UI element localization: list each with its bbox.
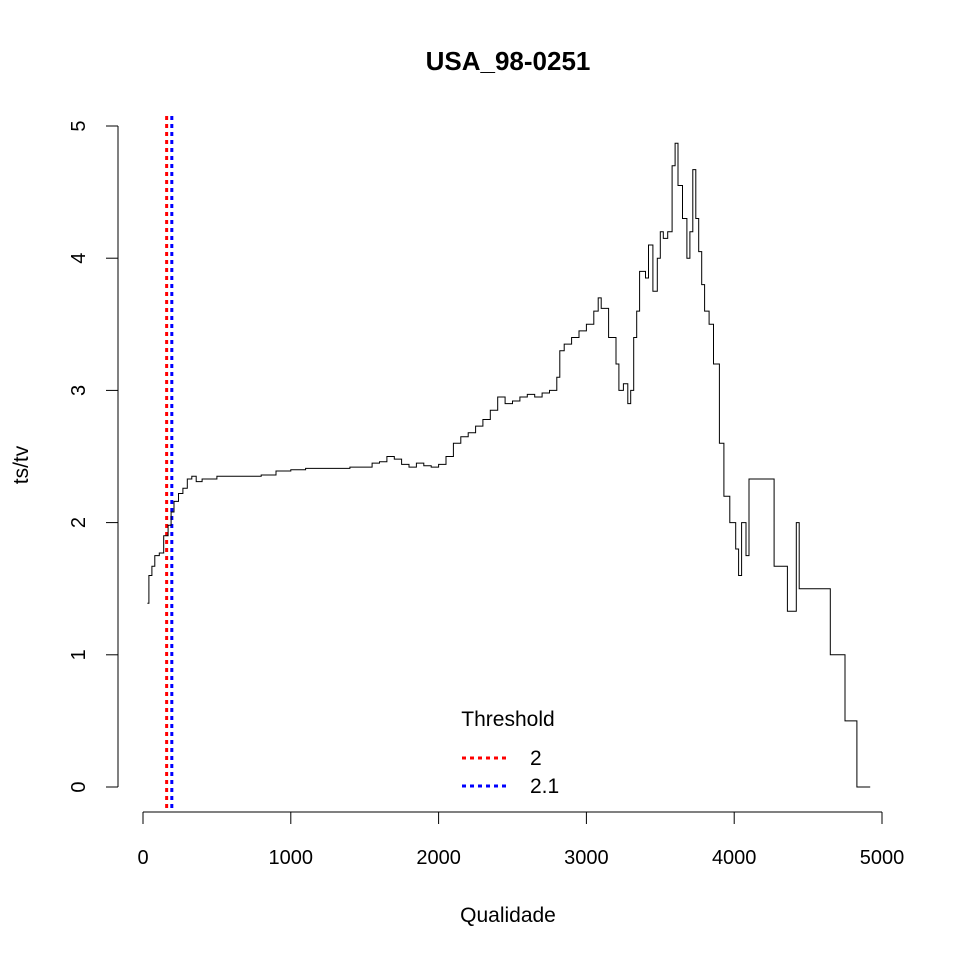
series-line — [147, 142, 871, 788]
y-tick-label: 3 — [68, 385, 90, 396]
legend-items: 22.1 — [462, 747, 559, 798]
x-tick-label: 2000 — [416, 847, 461, 869]
x-axis-label: Qualidade — [460, 904, 556, 927]
y-tick-label: 5 — [68, 120, 90, 131]
y-tick-label: 2 — [68, 517, 90, 528]
y-axis: 0 1 2 3 4 5 — [68, 120, 119, 793]
x-tick-label: 0 — [137, 847, 148, 869]
x-axis: 0 1000 2000 3000 4000 5000 — [137, 811, 905, 869]
y-tick-label: 1 — [68, 649, 90, 660]
y-axis-label: ts/tv — [10, 445, 33, 484]
x-tick-label: 5000 — [860, 847, 905, 869]
chart-title: USA_98-0251 — [426, 46, 591, 76]
x-tick-label: 4000 — [712, 847, 757, 869]
legend-label: 2 — [530, 747, 542, 770]
y-tick-label: 4 — [68, 253, 90, 264]
threshold-lines — [165, 116, 174, 812]
legend-title: Threshold — [461, 708, 554, 731]
x-tick-label: 3000 — [564, 847, 609, 869]
legend: Threshold 22.1 — [461, 708, 559, 798]
y-tick-label: 0 — [68, 781, 90, 792]
series-group — [147, 142, 871, 788]
legend-label: 2.1 — [530, 775, 559, 798]
x-tick-label: 1000 — [269, 847, 314, 869]
